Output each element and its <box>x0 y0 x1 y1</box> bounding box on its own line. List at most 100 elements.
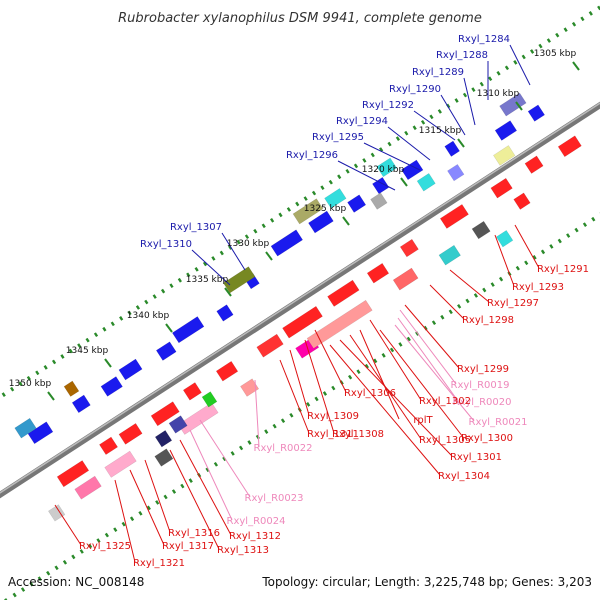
rail-dot <box>513 60 518 65</box>
feature-box <box>444 140 460 157</box>
feature-box <box>471 220 491 240</box>
inner-gene-label: Rxyl_1311 <box>307 429 359 440</box>
feature-box <box>308 210 334 234</box>
scale-tick-label: 1320 kbp <box>362 165 405 175</box>
rail-dot <box>113 527 118 532</box>
backbone-highlight <box>0 102 600 494</box>
feature-box <box>324 188 347 209</box>
rail-dot <box>169 283 174 289</box>
feature-box <box>99 436 119 455</box>
feature-box <box>27 421 54 445</box>
feature-box <box>74 475 102 500</box>
rail-dot <box>465 298 470 304</box>
feature-box <box>527 104 545 122</box>
label-connector <box>429 284 465 320</box>
scale-tick-mark <box>457 138 465 148</box>
inner-gene-label: Rxyl_R0022 <box>254 443 313 454</box>
rail-dot <box>395 136 401 141</box>
outer-gene-label: Rxyl_1295 <box>312 132 364 143</box>
rail-dot <box>286 207 291 212</box>
scale-tick-label: 1315 kbp <box>419 126 462 136</box>
rail-dot <box>420 119 426 125</box>
feature-box <box>447 163 465 182</box>
inner-gene-label: Rxyl_1312 <box>229 531 281 542</box>
scale-tick-label: 1325 kbp <box>304 204 347 214</box>
rail-dot <box>188 478 193 483</box>
feature-box <box>513 192 531 210</box>
feature-box <box>557 135 582 158</box>
scale-tick-mark <box>265 251 273 261</box>
inner-gene-label: Rxyl_R0024 <box>227 516 286 527</box>
feature-box <box>399 238 419 258</box>
rail-dot <box>93 332 99 338</box>
label-connector <box>440 94 466 136</box>
inner-gene-label: Rxyl_R0023 <box>245 493 304 504</box>
inner-gene-label: Rxyl_1317 <box>162 541 214 552</box>
inner-gene-label: Rxyl_R0020 <box>453 397 512 408</box>
feature-box <box>392 267 419 291</box>
rail-dot <box>160 288 166 294</box>
inner-gene-label: Rxyl_1291 <box>537 264 589 275</box>
inner-gene-label: Rxyl_1299 <box>457 364 509 375</box>
rail-dot <box>574 227 579 233</box>
outer-gene-label: Rxyl_1296 <box>286 150 338 161</box>
inner-gene-label: Rxyl_1321 <box>133 558 185 569</box>
rail-dot <box>353 163 359 169</box>
feature-box <box>223 266 256 294</box>
rail-dot <box>110 321 115 327</box>
label-connector <box>169 449 220 550</box>
scale-tick-label: 1335 kbp <box>186 275 229 285</box>
scale-tick-label: 1350 kbp <box>9 379 52 389</box>
rail-dot <box>180 483 185 489</box>
label-connector <box>404 304 460 369</box>
rail-dot <box>68 348 73 354</box>
feature-box <box>499 92 527 117</box>
rail-dot <box>219 250 224 256</box>
rail-dot <box>379 147 384 152</box>
backbone-line <box>0 101 600 499</box>
rail-dot <box>18 381 23 387</box>
feature-box <box>366 262 390 284</box>
rail-dot <box>1 392 6 397</box>
inner-gene-label: Rxyl_1305 <box>419 435 471 446</box>
map-title: Rubrobacter xylanophilus DSM 9941, compl… <box>118 11 482 26</box>
label-connector <box>494 234 515 287</box>
scale-tick-label: 1330 kbp <box>227 239 270 249</box>
scale-tick-label: 1305 kbp <box>534 49 577 59</box>
feature-box <box>490 177 513 199</box>
rail-dot <box>530 49 535 54</box>
rail-dot <box>521 54 526 60</box>
rail-dot <box>597 5 600 11</box>
rail-dot <box>546 38 551 43</box>
feature-box <box>171 316 205 344</box>
rail-dot <box>171 489 177 494</box>
label-connector <box>337 160 396 191</box>
rail-dot <box>331 385 336 391</box>
label-connector <box>179 439 232 536</box>
rail-dot <box>77 343 82 348</box>
label-connector <box>399 309 457 385</box>
rail-dot <box>370 152 375 158</box>
feature-box <box>104 450 137 478</box>
backbone-group <box>0 101 600 499</box>
rail-dot <box>462 92 468 98</box>
scale-tick-mark <box>47 391 55 401</box>
rail-dot <box>328 179 333 185</box>
feature-box <box>48 504 66 522</box>
label-connector <box>189 429 233 521</box>
rail-dot <box>102 326 107 332</box>
rail-dot <box>389 347 395 353</box>
feature-box <box>63 380 80 397</box>
rail-dot <box>398 342 403 347</box>
label-connector <box>359 329 400 420</box>
rail-dot <box>538 43 543 49</box>
rail-dot <box>571 21 577 27</box>
feature-box <box>182 382 202 401</box>
label-connectors <box>54 44 540 563</box>
inner-gene-label: Rxyl_1309 <box>307 411 359 422</box>
label-connector <box>387 126 431 161</box>
feature-box <box>493 145 516 166</box>
rail-dot <box>280 418 286 424</box>
